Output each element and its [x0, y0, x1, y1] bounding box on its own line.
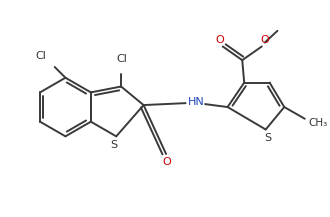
Text: S: S — [110, 140, 117, 150]
Text: Cl: Cl — [117, 54, 127, 64]
Text: CH₃: CH₃ — [309, 118, 328, 128]
Text: HN: HN — [188, 97, 205, 107]
Text: O: O — [163, 157, 171, 167]
Text: O: O — [215, 35, 224, 45]
Text: Cl: Cl — [36, 51, 47, 61]
Text: S: S — [264, 133, 271, 143]
Text: O: O — [260, 35, 269, 45]
